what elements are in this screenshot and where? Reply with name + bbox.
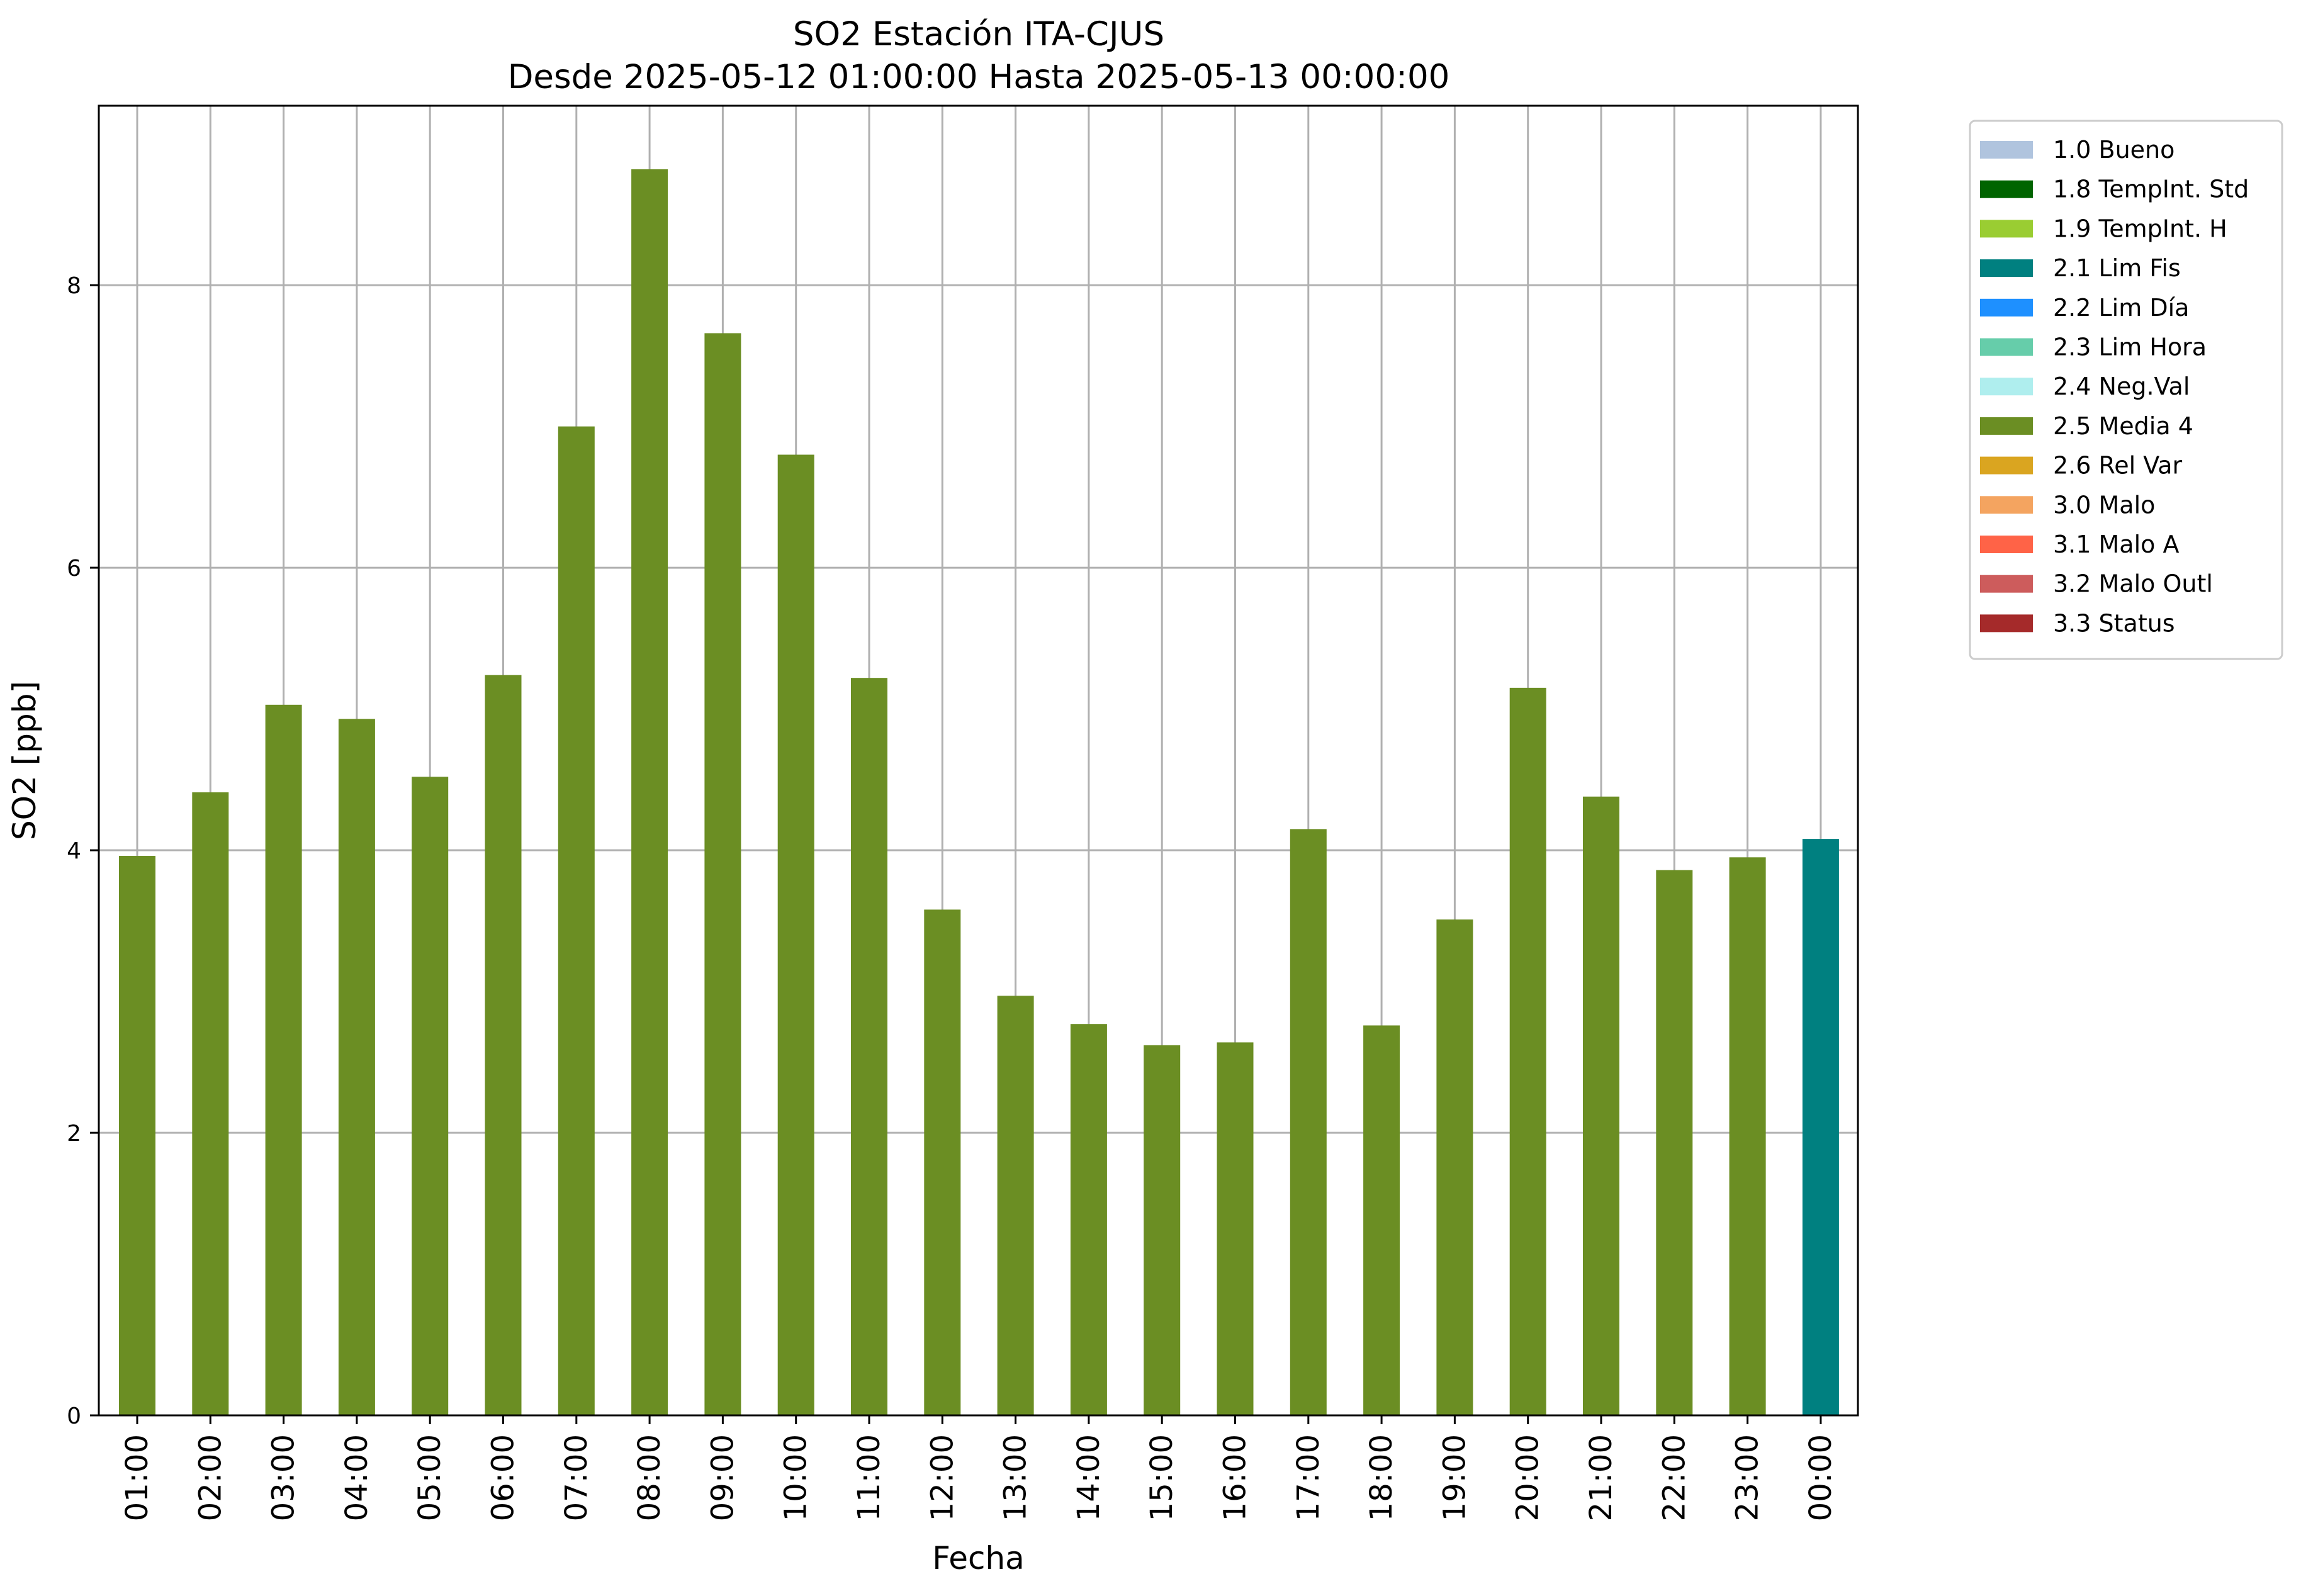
- legend-swatch: [1980, 220, 2033, 238]
- legend-item-label: 3.3 Status: [2053, 609, 2175, 637]
- legend-swatch: [1980, 456, 2033, 475]
- legend-item-label: 1.0 Bueno: [2053, 136, 2174, 164]
- legend-swatch: [1980, 180, 2033, 198]
- x-tick-label: 03:00: [266, 1434, 301, 1521]
- x-tick-label: 16:00: [1218, 1434, 1253, 1521]
- bar-06:00: [485, 675, 522, 1415]
- bar-07:00: [558, 426, 595, 1415]
- legend-swatch: [1980, 417, 2033, 435]
- x-tick-label: 04:00: [339, 1434, 374, 1521]
- plot-frame: [98, 104, 1859, 1417]
- x-tick-label: 00:00: [1803, 1434, 1838, 1521]
- legend-item-label: 2.6 Rel Var: [2053, 452, 2183, 480]
- legend-item-label: 2.1 Lim Fis: [2053, 254, 2181, 282]
- bar-11:00: [851, 678, 887, 1415]
- legend-item-label: 3.0 Malo: [2053, 491, 2155, 519]
- legend-item-label: 2.4 Neg.Val: [2053, 373, 2190, 400]
- legend-item-label: 1.9 TempInt. H: [2053, 215, 2227, 242]
- legend-item-label: 1.8 TempInt. Std: [2053, 176, 2249, 203]
- legend-swatch: [1980, 575, 2033, 593]
- y-tick-label: 2: [67, 1121, 81, 1147]
- x-axis-ticks: 01:00 02:00 03:00 04:00 05:00 06:00 07:00 08:00…: [120, 1415, 1838, 1521]
- legend-swatch: [1980, 536, 2033, 553]
- x-tick-label: 07:00: [559, 1434, 594, 1521]
- legend: 1.0 Bueno 1.8 TempInt. Std 1.9 TempInt. H 2…: [1969, 120, 2283, 660]
- bar-03:00: [265, 704, 302, 1415]
- x-tick-label: 22:00: [1657, 1434, 1692, 1521]
- bar-18:00: [1363, 1025, 1400, 1415]
- legend-item-label: 2.5 Media 4: [2053, 412, 2193, 440]
- x-tick-label: 20:00: [1511, 1434, 1546, 1521]
- x-tick-label: 17:00: [1291, 1434, 1326, 1521]
- bar-05:00: [412, 777, 449, 1415]
- bar-04:00: [338, 719, 375, 1415]
- bar-13:00: [997, 996, 1034, 1415]
- legend-frame: [1969, 120, 2283, 660]
- x-tick-label: 05:00: [412, 1434, 447, 1521]
- bar-19:00: [1436, 919, 1473, 1415]
- legend-item-label: 2.2 Lim Día: [2053, 294, 2189, 322]
- bar-08:00: [631, 169, 668, 1415]
- x-tick-label: 18:00: [1364, 1434, 1399, 1521]
- legend-swatch: [1980, 496, 2033, 514]
- x-tick-label: 10:00: [779, 1434, 814, 1521]
- bar-01:00: [119, 856, 155, 1415]
- legend-swatch: [1980, 338, 2033, 356]
- x-tick-label: 23:00: [1730, 1434, 1765, 1521]
- x-tick-label: 21:00: [1584, 1434, 1619, 1521]
- legend-item-label: 3.2 Malo Outl: [2053, 570, 2213, 598]
- bars: [119, 169, 1839, 1415]
- bar-22:00: [1656, 870, 1693, 1415]
- x-tick-label: 08:00: [632, 1434, 667, 1521]
- chart-title: SO2 Estación ITA-CJUS: [793, 15, 1164, 53]
- x-tick-label: 02:00: [193, 1434, 228, 1521]
- bar-15:00: [1144, 1045, 1181, 1415]
- y-axis-ticks: 0 2 4 6 8: [67, 273, 99, 1429]
- legend-swatch: [1980, 378, 2033, 396]
- y-tick-label: 8: [67, 273, 81, 299]
- x-tick-label: 13:00: [998, 1434, 1033, 1521]
- bar-00:00: [1802, 839, 1839, 1415]
- x-axis-label: Fecha: [932, 1540, 1025, 1576]
- x-tick-label: 12:00: [925, 1434, 960, 1521]
- y-tick-label: 0: [67, 1403, 81, 1429]
- legend-swatch: [1980, 259, 2033, 278]
- chart-subtitle: Desde 2025-05-12 01:00:00 Hasta 2025-05-…: [508, 58, 1450, 96]
- bar-17:00: [1290, 829, 1327, 1415]
- bar-12:00: [924, 909, 961, 1415]
- y-tick-label: 4: [67, 838, 81, 864]
- x-tick-label: 06:00: [486, 1434, 521, 1521]
- legend-swatch: [1980, 614, 2033, 632]
- legend-swatch: [1980, 141, 2033, 159]
- y-axis-label: SO2 [ppb]: [6, 681, 43, 840]
- x-tick-label: 09:00: [705, 1434, 740, 1521]
- bar-10:00: [777, 454, 814, 1415]
- legend-item-label: 3.1 Malo A: [2053, 531, 2179, 558]
- bar-09:00: [704, 333, 741, 1415]
- bar-23:00: [1729, 857, 1766, 1415]
- bar-16:00: [1217, 1042, 1254, 1415]
- x-tick-label: 01:00: [120, 1434, 155, 1521]
- y-tick-label: 6: [67, 556, 81, 582]
- bar-02:00: [192, 792, 229, 1415]
- x-tick-label: 19:00: [1437, 1434, 1472, 1521]
- bar-14:00: [1070, 1024, 1107, 1415]
- legend-swatch: [1980, 298, 2033, 317]
- x-tick-label: 15:00: [1144, 1434, 1179, 1521]
- legend-item-label: 2.3 Lim Hora: [2053, 334, 2207, 361]
- bar-20:00: [1509, 687, 1546, 1415]
- bar-21:00: [1583, 796, 1619, 1415]
- x-tick-label: 14:00: [1071, 1434, 1106, 1521]
- x-tick-label: 11:00: [852, 1434, 887, 1521]
